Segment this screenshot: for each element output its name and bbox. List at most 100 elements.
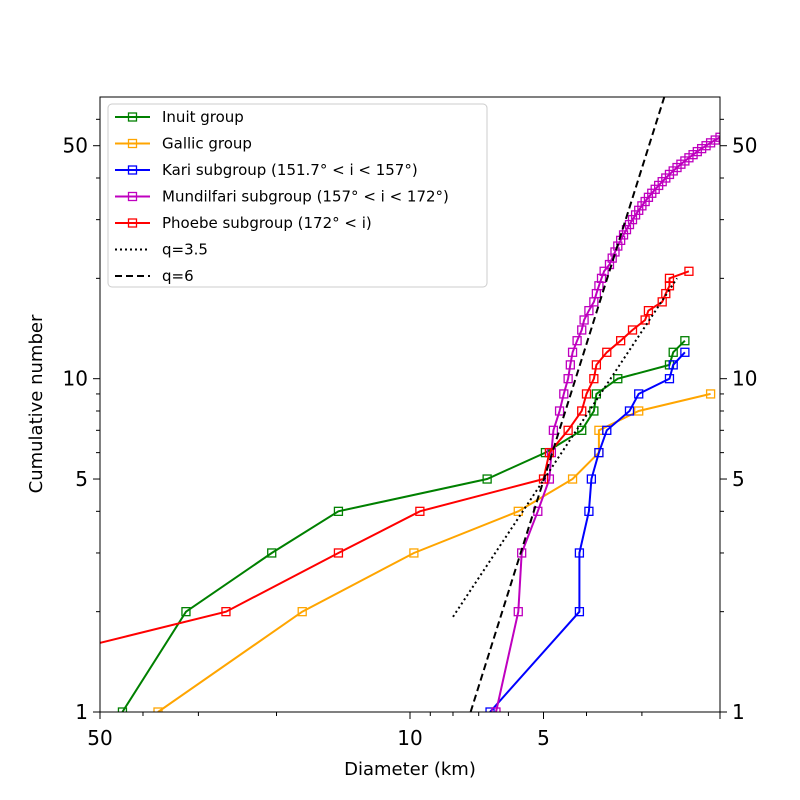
y-tick-label-left: 5 — [75, 467, 88, 491]
legend-label: Gallic group — [162, 135, 252, 153]
data-point — [589, 406, 599, 416]
data-point — [731, 125, 739, 133]
data-point — [591, 389, 602, 399]
data-point — [581, 389, 592, 399]
y-tick-label-left: 10 — [63, 367, 88, 391]
data-series — [100, 97, 739, 712]
data-point — [586, 474, 597, 484]
data-point — [621, 224, 632, 235]
plot-frame — [99, 96, 721, 713]
data-point — [613, 241, 623, 251]
data-point — [602, 347, 612, 357]
data-point — [664, 273, 675, 283]
data-point — [409, 548, 419, 558]
y-tick-label-right: 50 — [732, 134, 757, 158]
y-tick-label-right: 10 — [732, 367, 757, 391]
data-point — [589, 374, 599, 384]
data-point — [491, 707, 501, 712]
series-line — [100, 270, 690, 644]
legend-label: q=6 — [162, 267, 194, 285]
x-tick-label: 50 — [87, 726, 112, 750]
series-line — [489, 351, 686, 712]
data-point — [415, 506, 425, 516]
axis-ticks: 50 10 5 1 1 5 5 10 10 50 50 — [63, 118, 757, 750]
legend-label: Inuit group — [162, 108, 244, 126]
data-point — [577, 425, 587, 435]
data-point — [563, 374, 573, 384]
data-point — [680, 336, 690, 346]
data-point — [574, 607, 585, 617]
data-point — [584, 305, 594, 316]
data-point — [710, 135, 720, 145]
data-point — [613, 374, 623, 384]
data-point — [544, 474, 555, 484]
data-point — [333, 506, 344, 516]
data-point — [615, 336, 626, 346]
data-point — [577, 406, 587, 416]
y-axis-label: Cumulative number — [26, 314, 47, 493]
data-point — [333, 548, 344, 558]
legend-marker — [127, 218, 138, 228]
data-point — [684, 266, 694, 276]
data-point — [563, 425, 573, 435]
data-point — [634, 406, 644, 416]
data-point — [559, 389, 569, 399]
data-point — [574, 548, 585, 558]
data-point — [565, 360, 575, 370]
series-line — [157, 392, 711, 712]
data-point — [607, 253, 617, 263]
y-tick-label-left: 50 — [63, 134, 88, 158]
legend: Inuit group Gallic group Kari subgroup (15… — [107, 103, 488, 288]
data-point — [544, 447, 555, 458]
data-point — [643, 305, 654, 316]
data-point — [627, 325, 638, 335]
data-point — [594, 447, 604, 458]
data-point — [548, 425, 559, 435]
data-point — [715, 132, 720, 142]
legend-marker — [127, 191, 138, 202]
data-point — [485, 707, 495, 712]
data-point — [567, 474, 578, 484]
data-point — [705, 389, 716, 399]
data-point — [153, 707, 163, 712]
data-point — [591, 360, 602, 370]
x-tick-label: 5 — [537, 726, 550, 750]
data-point — [538, 474, 549, 484]
y-tick-label-right: 5 — [732, 467, 745, 491]
data-point — [596, 273, 607, 283]
data-point — [624, 219, 635, 230]
data-point — [577, 325, 587, 335]
data-point — [117, 707, 128, 712]
data-point — [584, 506, 594, 516]
data-point — [618, 230, 629, 240]
legend-marker — [127, 138, 138, 149]
data-point — [627, 215, 638, 225]
data-point — [624, 406, 635, 416]
legend-label: Mundilfari subgroup (157° < i < 172°) — [162, 188, 449, 206]
y-tick-label-right: 1 — [732, 700, 745, 724]
data-point — [579, 315, 589, 325]
data-point — [181, 607, 191, 617]
legend-label: Kari subgroup (151.7° < i < 157°) — [162, 161, 418, 179]
x-axis-label: Diameter (km) — [344, 759, 476, 780]
data-point — [602, 425, 612, 435]
data-point — [721, 131, 729, 139]
legend-label: Phoebe subgroup (172° < i) — [162, 214, 372, 232]
data-point — [554, 406, 565, 416]
data-point — [513, 607, 523, 617]
data-point — [482, 474, 492, 484]
data-point — [599, 266, 609, 276]
data-point — [634, 389, 644, 399]
data-point — [297, 607, 307, 617]
legend-marker — [127, 112, 138, 122]
legend-box — [107, 103, 488, 288]
x-tick-label: 10 — [397, 726, 422, 750]
y-tick-label-left: 1 — [75, 700, 88, 724]
data-point — [664, 374, 675, 384]
data-point — [572, 336, 582, 346]
legend-label: q=3.5 — [162, 241, 208, 259]
data-point — [221, 607, 231, 617]
data-point — [567, 347, 578, 357]
data-point — [680, 347, 690, 357]
series-line — [469, 97, 666, 712]
